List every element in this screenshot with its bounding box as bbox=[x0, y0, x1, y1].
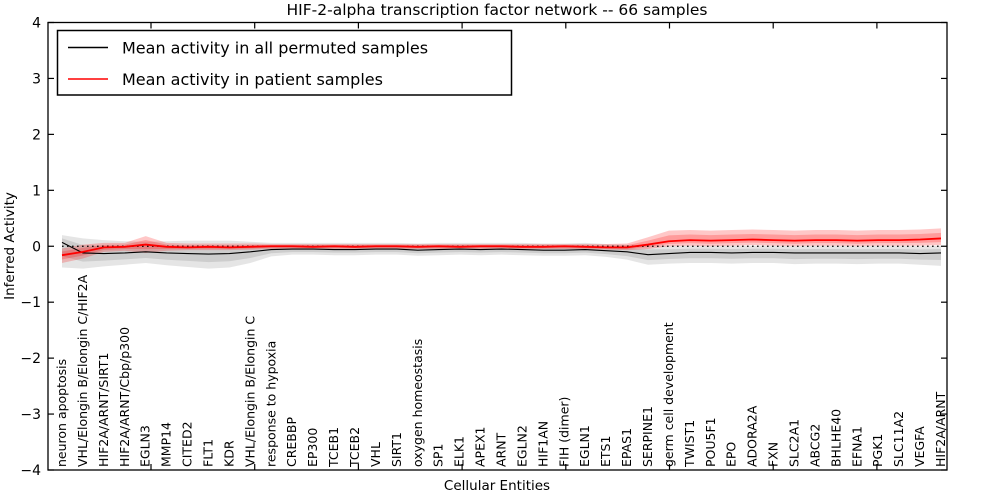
x-category-label: VHL/Elongin B/Elongin C bbox=[242, 316, 257, 467]
y-tick-label: 2 bbox=[32, 127, 41, 143]
x-category-label: ADORA2A bbox=[745, 405, 760, 467]
series-patient-line bbox=[61, 237, 942, 257]
y-tick-label: −2 bbox=[20, 351, 41, 367]
x-category-label: HIF2A/ARNT/SIRT1 bbox=[96, 353, 111, 467]
y-tick-label: 3 bbox=[32, 71, 41, 87]
x-category-label: BHLHE40 bbox=[828, 409, 843, 467]
x-category-label: EGLN3 bbox=[138, 425, 153, 467]
x-category-label: EGLN1 bbox=[577, 425, 592, 467]
x-category-label: TCEB2 bbox=[347, 427, 362, 468]
y-tick-label: 1 bbox=[32, 183, 41, 199]
confidence-band-permuted-outer bbox=[62, 235, 941, 269]
x-category-label: EGLN2 bbox=[514, 425, 529, 467]
x-category-label: FIH (dimer) bbox=[556, 397, 571, 467]
y-tick-label: −3 bbox=[20, 407, 41, 423]
x-category-label: KDR bbox=[221, 440, 236, 467]
x-category-label: APEX1 bbox=[473, 426, 488, 467]
x-category-label: VHL bbox=[368, 442, 383, 467]
x-category-label: EFNA1 bbox=[849, 426, 864, 467]
legend-label-permuted: Mean activity in all permuted samples bbox=[122, 39, 428, 58]
x-category-label: TWIST1 bbox=[682, 420, 697, 468]
x-category-label: PGK1 bbox=[870, 434, 885, 467]
y-axis-title: Inferred Activity bbox=[2, 192, 18, 300]
x-category-label: SLC11A2 bbox=[891, 411, 906, 467]
x-category-label: FLT1 bbox=[201, 439, 216, 467]
plot-area: 4 3 2 1 0 −1 −2 −3 −4 neuron apoptosis VHL/Elongin… bbox=[20, 16, 948, 480]
x-category-label: HIF1AN bbox=[535, 421, 550, 467]
x-category-label: MMP14 bbox=[159, 422, 174, 467]
x-category-label: FXN bbox=[766, 442, 781, 467]
plot-frame bbox=[47, 21, 948, 471]
x-category-label: SP1 bbox=[431, 444, 446, 467]
series-permuted-line bbox=[61, 241, 942, 256]
legend-box bbox=[56, 29, 513, 96]
x-category-label: neuron apoptosis bbox=[54, 359, 69, 467]
legend-entry: Mean activity in patient samples bbox=[68, 70, 383, 89]
x-category-label: ABCG2 bbox=[807, 424, 822, 467]
legend-label-patient: Mean activity in patient samples bbox=[122, 70, 383, 89]
y-tick-label: 0 bbox=[32, 239, 41, 255]
x-category-label: ETS1 bbox=[598, 436, 613, 467]
x-category-label: VHL/Elongin B/Elongin C/HIF2A bbox=[75, 274, 90, 467]
x-category-label: HIF2A/ARNT/Cbp/p300 bbox=[117, 327, 132, 467]
x-category-label: oxygen homeostasis bbox=[410, 339, 425, 467]
x-category-label: VEGFA bbox=[912, 426, 927, 467]
x-category-label: response to hypoxia bbox=[263, 341, 278, 467]
x-category-label: SIRT1 bbox=[389, 432, 404, 467]
x-category-label: POU5F1 bbox=[703, 417, 718, 467]
legend: Mean activity in all permuted samples Me… bbox=[56, 29, 513, 96]
x-axis-title: Cellular Entities bbox=[444, 478, 550, 494]
y-tick-label: −1 bbox=[20, 295, 41, 311]
y-tick-label: −4 bbox=[20, 463, 41, 479]
x-category-label: CREBBP bbox=[284, 417, 299, 467]
x-category-label: ELK1 bbox=[452, 436, 467, 467]
x-category-label: ARNT bbox=[494, 432, 509, 467]
chart-title: HIF-2-alpha transcription factor network… bbox=[287, 1, 708, 19]
x-category-label: TCEB1 bbox=[326, 427, 341, 468]
y-tick-label: 4 bbox=[32, 16, 41, 32]
x-category-label: SERPINE1 bbox=[640, 406, 655, 467]
legend-entry: Mean activity in all permuted samples bbox=[68, 39, 428, 58]
x-category-label: CITED2 bbox=[180, 421, 195, 467]
x-category-label: HIF2A/ARNT bbox=[933, 391, 948, 467]
x-category-label: EPO bbox=[724, 442, 739, 467]
confidence-band-permuted-inner bbox=[62, 238, 941, 263]
x-category-label: EP300 bbox=[305, 428, 320, 467]
x-category-label: SLC2A1 bbox=[787, 419, 802, 467]
x-category-label: germ cell development bbox=[661, 322, 676, 467]
x-category-label: EPAS1 bbox=[619, 428, 634, 467]
